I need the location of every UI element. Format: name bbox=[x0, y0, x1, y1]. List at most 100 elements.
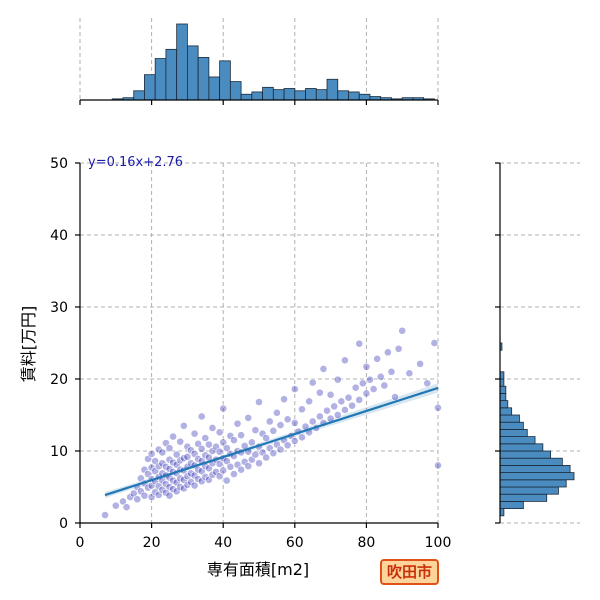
x-tick-label: 100 bbox=[425, 535, 452, 551]
top-hist-bar bbox=[337, 90, 349, 101]
scatter-point bbox=[197, 412, 206, 421]
scatter-point bbox=[219, 404, 228, 413]
right-hist-bar bbox=[499, 464, 571, 473]
top-hist-bar bbox=[358, 93, 371, 101]
scatter-point bbox=[140, 491, 149, 500]
scatter-point bbox=[129, 489, 138, 498]
scatter-points bbox=[101, 326, 442, 519]
scatter-point bbox=[326, 390, 335, 399]
scatter-point bbox=[269, 426, 278, 435]
scatter-point bbox=[226, 462, 235, 471]
scatter-point bbox=[244, 413, 253, 422]
right-hist-bar bbox=[499, 443, 544, 452]
scatter-point bbox=[222, 444, 231, 453]
scatter-point bbox=[380, 381, 389, 390]
scatter-point bbox=[176, 437, 185, 446]
scatter-point bbox=[265, 417, 274, 426]
top-hist-bar bbox=[315, 89, 328, 101]
y-tick-label: 10 bbox=[50, 444, 68, 460]
scatter-point bbox=[290, 437, 299, 445]
scatter-point bbox=[230, 436, 238, 445]
scatter-point bbox=[351, 383, 360, 392]
scatter-point bbox=[172, 450, 181, 459]
x-tick-label: 60 bbox=[286, 535, 304, 551]
scatter-point bbox=[244, 462, 253, 471]
top-hist-bar bbox=[154, 58, 167, 101]
scatter-point bbox=[262, 434, 271, 442]
scatter-point bbox=[333, 375, 342, 384]
x-tick-label: 40 bbox=[214, 535, 232, 551]
scatter-point bbox=[333, 411, 342, 419]
scatter-point bbox=[344, 393, 353, 402]
scatter-point bbox=[219, 466, 228, 475]
scatter-point bbox=[111, 501, 120, 510]
scatter-point bbox=[337, 397, 346, 406]
top-hist-bar bbox=[326, 78, 339, 101]
scatter-point bbox=[323, 406, 331, 415]
scatter-point bbox=[204, 440, 213, 449]
scatter-point bbox=[330, 402, 339, 411]
scatter-point bbox=[165, 444, 174, 453]
scatter-point bbox=[169, 432, 177, 441]
top-hist-bar bbox=[186, 45, 199, 101]
scatter-point bbox=[341, 356, 349, 365]
scatter-point bbox=[434, 403, 442, 412]
top-hist-bar bbox=[305, 88, 317, 101]
scatter-point bbox=[276, 445, 285, 454]
right-hist-bar bbox=[499, 385, 507, 394]
scatter-point bbox=[222, 476, 231, 485]
regression-equation: y=0.16x+2.76 bbox=[88, 155, 183, 170]
scatter-point bbox=[280, 395, 288, 404]
right-hist-bar bbox=[499, 486, 559, 495]
scatter-point bbox=[262, 453, 271, 462]
scatter-point bbox=[358, 379, 367, 388]
scatter-point bbox=[298, 405, 306, 414]
scatter-point bbox=[183, 452, 192, 461]
top-hist-bar bbox=[229, 81, 242, 101]
scatter-point bbox=[215, 447, 224, 456]
scatter-point bbox=[387, 367, 396, 376]
scatter-point bbox=[237, 465, 245, 474]
top-hist-bar bbox=[219, 60, 231, 101]
top-hist-bar bbox=[240, 93, 253, 101]
axes bbox=[75, 99, 501, 528]
regression-line-group bbox=[104, 386, 439, 497]
scatter-point bbox=[348, 401, 356, 410]
right-hist-bar bbox=[499, 436, 536, 445]
scatter-point bbox=[355, 339, 364, 348]
scatter-point bbox=[272, 408, 281, 417]
top-hist-bar bbox=[251, 91, 263, 101]
scatter-point bbox=[434, 461, 442, 470]
scatter-point bbox=[222, 457, 231, 465]
right-hist-bar bbox=[499, 500, 524, 509]
scatter-point bbox=[190, 429, 199, 438]
scatter-point bbox=[165, 491, 174, 500]
tick-labels: 0 20 40 60 80 100 0 10 20 30 40 50 bbox=[50, 156, 451, 551]
right-hist-bar bbox=[499, 421, 524, 430]
scatter-point bbox=[122, 503, 131, 512]
scatter-point bbox=[255, 459, 263, 468]
x-tick-label: 0 bbox=[76, 535, 85, 551]
scatter-point bbox=[315, 412, 324, 421]
scatter-point bbox=[290, 385, 299, 393]
scatter-point bbox=[251, 450, 260, 459]
scatter-point bbox=[383, 348, 392, 357]
right-histogram bbox=[499, 342, 575, 517]
scatter-point bbox=[283, 415, 292, 424]
scatter-point bbox=[201, 434, 210, 442]
scatter-point bbox=[430, 339, 439, 347]
top-hist-bar bbox=[348, 91, 360, 101]
x-tick-label: 80 bbox=[357, 535, 375, 551]
scatter-point bbox=[158, 448, 167, 457]
right-hist-bar bbox=[499, 400, 509, 409]
scatter-point bbox=[190, 481, 199, 490]
scatter-point bbox=[119, 497, 127, 506]
scatter-point bbox=[391, 393, 399, 401]
right-hist-bar bbox=[499, 414, 520, 423]
scatter-point bbox=[208, 424, 217, 432]
scatter-point bbox=[376, 372, 385, 381]
top-hist-bar bbox=[208, 76, 221, 101]
scatter-point bbox=[197, 444, 206, 453]
scatter-point bbox=[405, 369, 414, 378]
